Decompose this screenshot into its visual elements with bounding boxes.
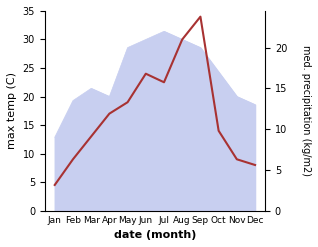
X-axis label: date (month): date (month): [114, 230, 196, 240]
Y-axis label: max temp (C): max temp (C): [7, 72, 17, 149]
Y-axis label: med. precipitation (kg/m2): med. precipitation (kg/m2): [301, 45, 311, 176]
